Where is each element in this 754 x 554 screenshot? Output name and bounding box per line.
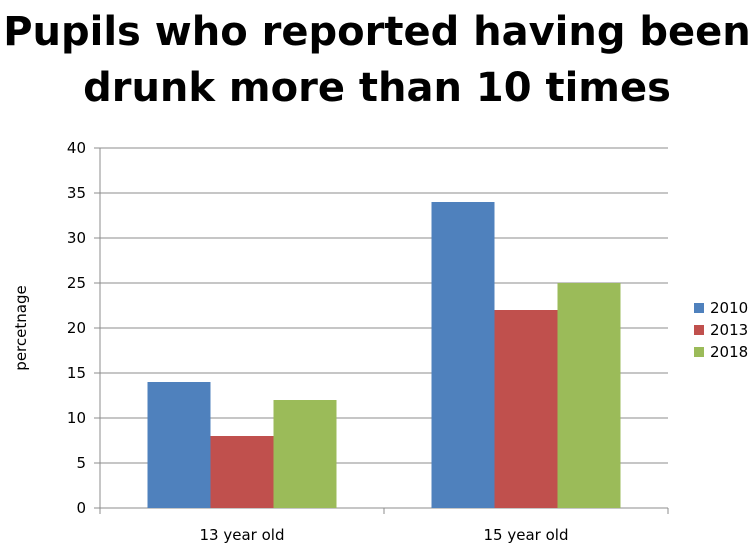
bar-2018-0 [273, 400, 337, 508]
y-tick-label: 0 [76, 499, 86, 517]
legend-swatch-2010 [694, 303, 704, 313]
y-tick-label: 35 [67, 184, 86, 202]
bars [147, 202, 621, 508]
legend-label-2013: 2013 [710, 321, 748, 339]
y-axis-label: percetnage [12, 285, 30, 370]
y-tick-label: 30 [67, 229, 86, 247]
y-tick-label: 25 [67, 274, 86, 292]
bar-2010-1 [431, 202, 495, 508]
bar-2018-1 [557, 283, 621, 508]
legend: 2010 2013 2018 [694, 299, 748, 361]
bar-2013-1 [494, 310, 558, 508]
x-category-label: 15 year old [484, 526, 569, 544]
y-tick-label: 40 [67, 139, 86, 157]
tick-labels: 0 5 10 15 20 25 30 35 40 13 year old 15 year old [67, 139, 569, 544]
y-tick-label: 5 [76, 454, 86, 472]
legend-swatch-2013 [694, 325, 704, 335]
y-tick-label: 15 [67, 364, 86, 382]
legend-label-2018: 2018 [710, 343, 748, 361]
x-category-label: 13 year old [200, 526, 285, 544]
bar-2010-0 [147, 382, 211, 508]
legend-swatch-2018 [694, 347, 704, 357]
y-tick-label: 10 [67, 409, 86, 427]
bar-2013-0 [210, 436, 274, 508]
legend-label-2010: 2010 [710, 299, 748, 317]
y-tick-label: 20 [67, 319, 86, 337]
chart-title: Pupils who reported having been drunk mo… [3, 9, 751, 111]
